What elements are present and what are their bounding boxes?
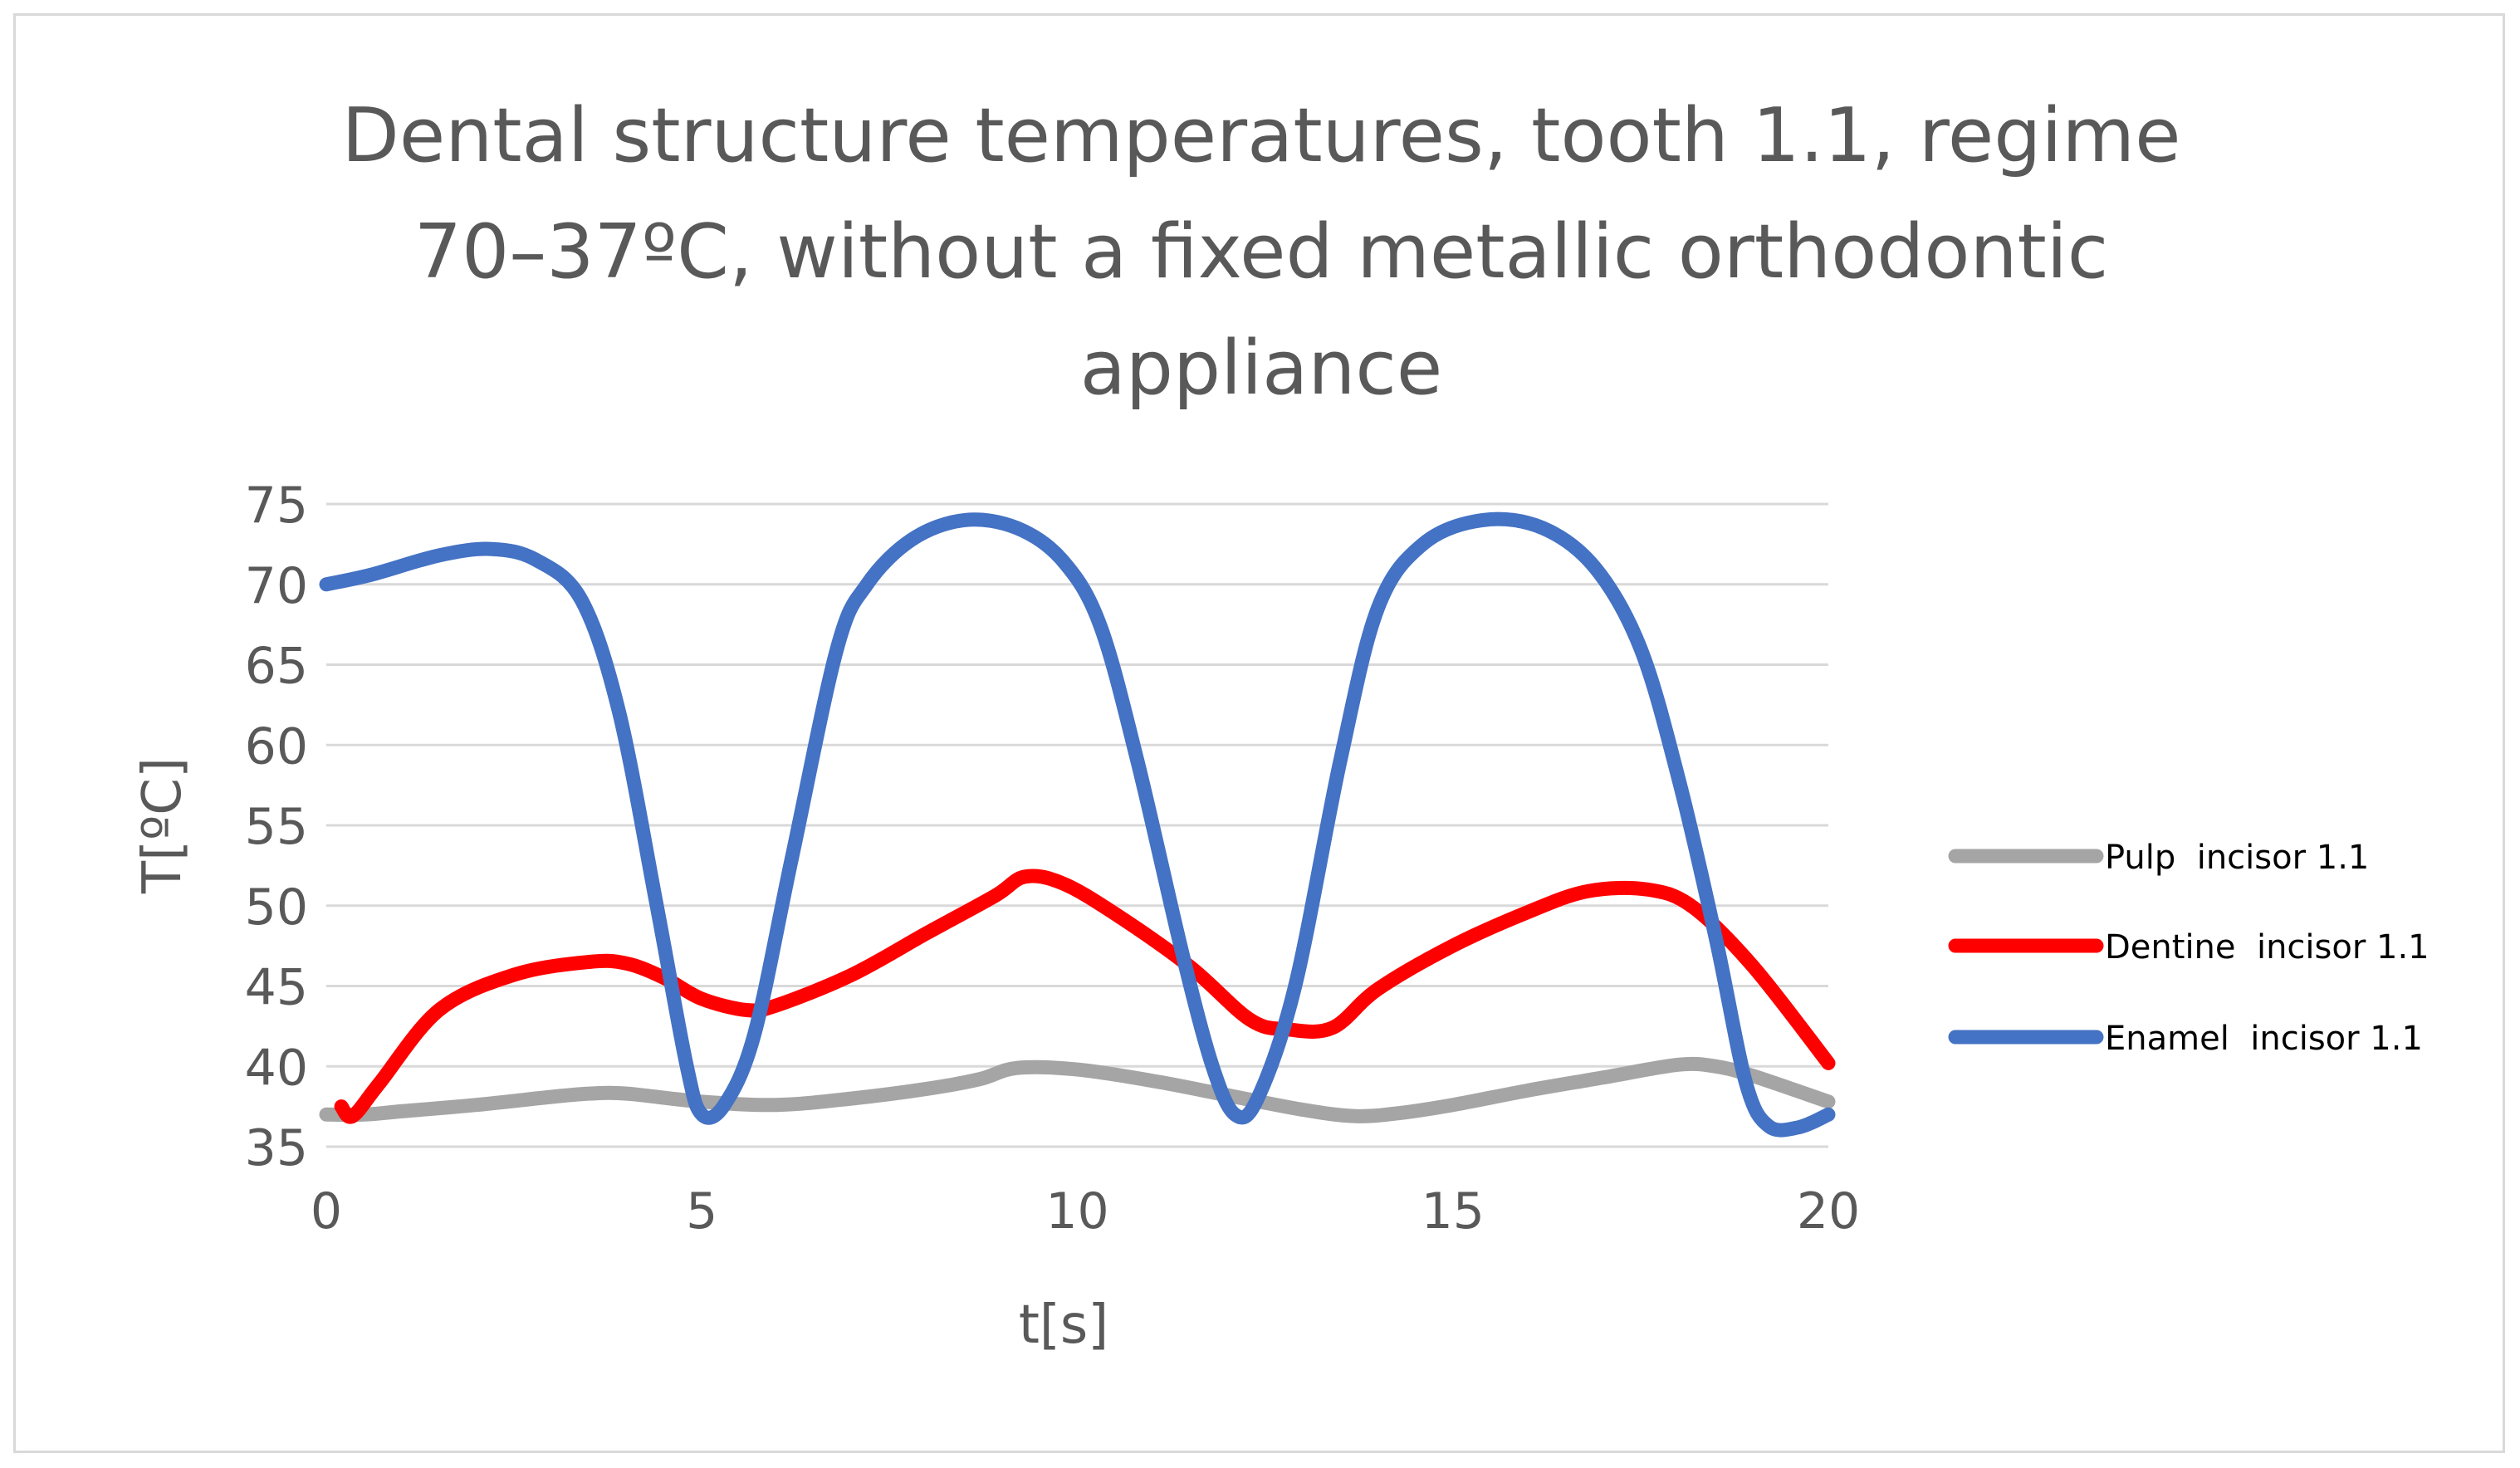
series-line-pulp — [319, 1056, 1836, 1123]
series-line-dentine — [334, 869, 1836, 1124]
y-tick-label: 75 — [245, 477, 308, 535]
chart-title: Dental structure temperatures, tooth 1.1… — [342, 92, 2181, 412]
x-tick-labels: 0 5 10 15 20 — [311, 1182, 1860, 1240]
line-chart: Dental structure temperatures, tooth 1.1… — [132, 92, 2429, 1356]
x-tick-label: 20 — [1797, 1182, 1860, 1240]
y-axis-label: T[ºC] — [132, 757, 193, 894]
y-tick-label: 45 — [245, 959, 308, 1017]
y-tick-labels: 35 40 45 50 55 60 65 70 75 — [245, 477, 308, 1177]
y-tick-label: 50 — [245, 878, 308, 937]
gridlines — [326, 502, 1828, 1148]
chart-title-line-1: Dental structure temperatures, tooth 1.1… — [342, 92, 2181, 179]
chart-title-line-3: appliance — [1080, 325, 1442, 412]
chart-frame: Dental structure temperatures, tooth 1.1… — [13, 13, 2505, 1453]
legend-label-enamel: Enamel incisor 1.1 — [2105, 1020, 2423, 1058]
y-tick-label: 55 — [245, 798, 308, 856]
x-tick-label: 10 — [1045, 1182, 1108, 1240]
series-lines — [319, 511, 1836, 1138]
chart-title-line-2: 70–37ºC, without a fixed metallic orthod… — [414, 208, 2109, 296]
legend-label-pulp: Pulp incisor 1.1 — [2105, 839, 2369, 877]
series-line-enamel — [319, 511, 1836, 1138]
y-tick-label: 65 — [245, 638, 308, 696]
x-tick-label: 15 — [1421, 1182, 1485, 1240]
y-tick-label: 60 — [245, 717, 308, 776]
x-tick-label: 0 — [311, 1182, 342, 1240]
legend: Pulp incisor 1.1 Dentine incisor 1.1 Ename… — [1948, 839, 2429, 1058]
x-tick-label: 5 — [686, 1182, 717, 1240]
y-tick-label: 35 — [245, 1119, 308, 1177]
legend-label-dentine: Dentine incisor 1.1 — [2105, 928, 2429, 966]
x-axis-label: t[s] — [1019, 1294, 1108, 1356]
y-tick-label: 70 — [245, 557, 308, 615]
y-tick-label: 40 — [245, 1039, 308, 1097]
